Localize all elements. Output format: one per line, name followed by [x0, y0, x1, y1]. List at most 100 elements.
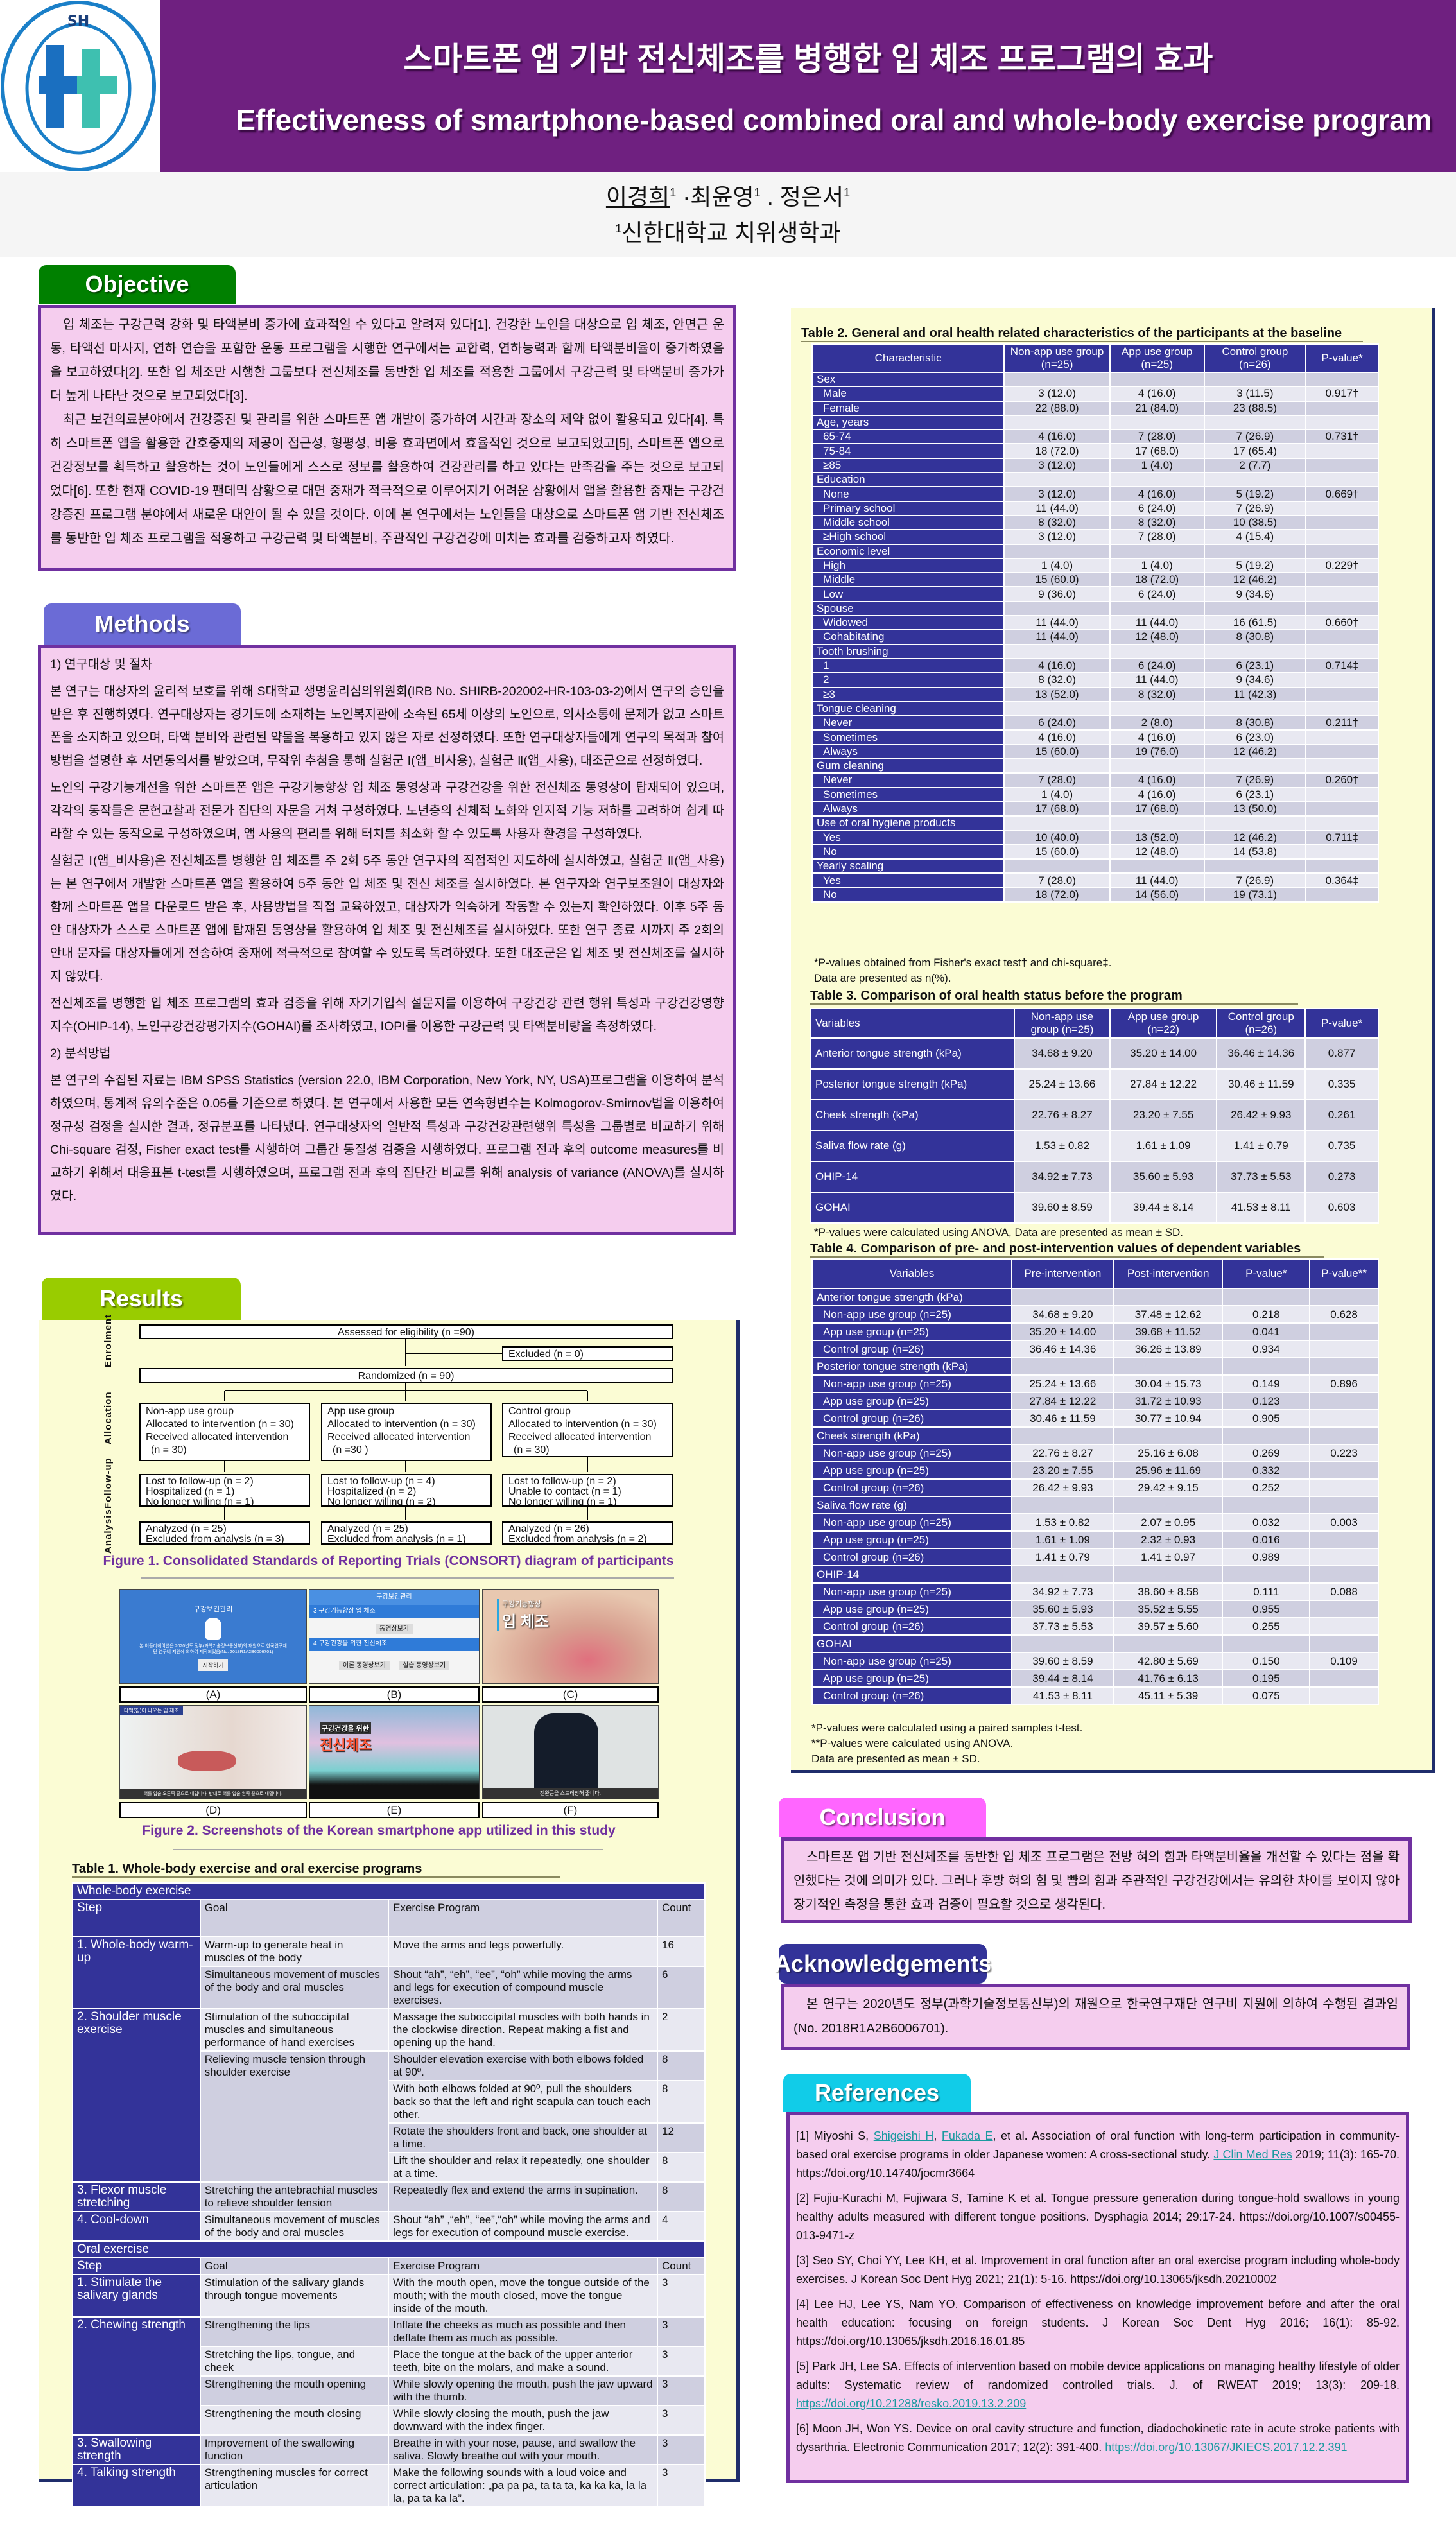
- table-cell: [1305, 543, 1379, 559]
- row-label: Cheek strength (kPa): [811, 1426, 1013, 1445]
- table-cell: 13 (50.0): [1203, 801, 1307, 817]
- table-row: 1. Whole-body warm-up Warm-up to generate…: [72, 1936, 706, 2009]
- table-cell: [1309, 1600, 1379, 1618]
- table-cell: 8 (32.0): [1003, 672, 1111, 688]
- category-row: Yearly scaling: [811, 858, 1379, 874]
- watch-video-button[interactable]: 동영상보기: [376, 1624, 413, 1634]
- program-cell: Rotate the shoulders front and back, one…: [388, 2122, 659, 2153]
- row-label: Saliva flow rate (g): [811, 1496, 1013, 1514]
- table-cell: 0.229†: [1305, 557, 1379, 574]
- table-cell: 1 (4.0): [1109, 557, 1205, 574]
- table-cell: [1203, 815, 1307, 831]
- table-cell: [1305, 643, 1379, 659]
- video-subtitle: 전완근을 스트레칭해 줍니다.: [483, 1788, 658, 1799]
- menu-number: 4: [313, 1640, 317, 1647]
- table-cell: 0.261: [1304, 1099, 1379, 1131]
- row-label: Yes: [811, 872, 1005, 888]
- table-cell: 8 (32.0): [1003, 514, 1111, 531]
- reference-link[interactable]: https://doi.org/10.21288/resko.2019.13.2…: [796, 2397, 1027, 2410]
- table-cell: [1309, 1565, 1379, 1584]
- table-row: Saliva flow rate (g) 1.53 ± 0.82 1.61 ± 1.…: [810, 1130, 1379, 1162]
- table-row: Always 15 (60.0) 19 (76.0) 12 (46.2): [811, 743, 1379, 760]
- table-row: Middle school 8 (32.0) 8 (32.0) 10 (38.5): [811, 514, 1379, 531]
- consort-line: (n = 30): [151, 1444, 187, 1455]
- column-header: Pre-intervention: [1011, 1258, 1114, 1289]
- consort-line: (n = 30): [514, 1444, 550, 1455]
- row-label: Sometimes: [811, 786, 1005, 802]
- table-cell: 1.61 ± 1.09: [1011, 1530, 1114, 1549]
- table-cell: 35.60 ± 5.93: [1109, 1161, 1218, 1193]
- table-cell: 0.123: [1222, 1392, 1311, 1410]
- table-cell: [1203, 600, 1307, 617]
- reference-item: [5] Park JH, Lee SA. Effects of interven…: [796, 2357, 1400, 2413]
- table-cell: 0.041: [1222, 1322, 1311, 1341]
- table-cell: 12 (46.2): [1203, 572, 1307, 588]
- goal-cell: Strengthening the mouth closing: [199, 2405, 390, 2436]
- table-row: Primary school 11 (44.0) 6 (24.0) 7 (26.9): [811, 500, 1379, 516]
- table-cell: 0.905: [1222, 1409, 1311, 1428]
- table-cell: [1011, 1288, 1114, 1306]
- footnote: Data are presented as n(%).: [814, 972, 951, 984]
- practice-video-button[interactable]: 실습 동영상보기: [399, 1661, 450, 1670]
- table-cell: [1305, 887, 1379, 903]
- reference-link[interactable]: Fukada E: [941, 2129, 993, 2142]
- table-row: Strengthening the mouth opening While slo…: [73, 2375, 706, 2406]
- table-row: Non-app use group (n=25) 39.60 ± 8.59 42.8…: [811, 1652, 1379, 1670]
- table-cell: [1109, 858, 1205, 874]
- table-cell: [1011, 1496, 1114, 1514]
- screenshot-e: 구강건강을 위한 전신체조: [309, 1705, 480, 1799]
- consort-line: Analyzed (n = 25): [327, 1523, 408, 1534]
- reference-text: 2019; 11(3): 165-70. https://doi.org/10.…: [796, 2148, 1400, 2180]
- screenshot-label: (C): [482, 1686, 659, 1703]
- row-label: None: [811, 486, 1005, 502]
- consort-connectors: [224, 1339, 588, 1520]
- table-cell: 37.48 ± 12.62: [1113, 1305, 1224, 1324]
- table-cell: [1003, 414, 1111, 431]
- table-row: Lift the shoulder and relax it repeatedl…: [73, 2152, 706, 2183]
- table-cell: 6 (23.1): [1203, 657, 1307, 674]
- table-cell: [1109, 758, 1205, 774]
- table-cell: [1222, 1288, 1311, 1306]
- reference-item: [1] Miyoshi S, Shigeishi H, Fukada E, et…: [796, 2127, 1400, 2183]
- row-label: Female: [811, 400, 1005, 416]
- methods-heading: Methods: [44, 603, 241, 645]
- funding-note: 본 어플리케이션은 2020년도 정부(과학기술정보통신부)의 재원으로 한국연…: [139, 1644, 287, 1654]
- consort-line: Received allocated intervention: [146, 1432, 289, 1443]
- goal-cell: Improvement of the swallowing function: [199, 2434, 390, 2465]
- table-cell: [1305, 514, 1379, 531]
- program-cell: Place the tongue at the back of the uppe…: [388, 2346, 659, 2377]
- program-cell: With both elbows folded at 90º, pull the…: [388, 2080, 659, 2124]
- table-cell: 1.53 ± 0.82: [1011, 1513, 1114, 1532]
- row-label: Never: [811, 772, 1005, 788]
- row-label: ≥3: [811, 686, 1005, 702]
- category-row: GOHAI: [811, 1634, 1379, 1653]
- theory-video-button[interactable]: 이론 동영상보기: [338, 1661, 390, 1670]
- program-cell: With the mouth open, move the tongue out…: [388, 2274, 659, 2318]
- reference-link[interactable]: J Clin Med Res: [1213, 2148, 1292, 2161]
- table-cell: 0.255: [1222, 1617, 1311, 1636]
- table-cell: 39.60 ± 8.59: [1011, 1652, 1114, 1670]
- table-row: ≥85 3 (12.0) 1 (4.0) 2 (7.7): [811, 457, 1379, 474]
- table-cell: [1309, 1669, 1379, 1688]
- table-cell: [1003, 371, 1111, 388]
- reference-link[interactable]: https://doi.org/10.13067/JKIECS.2017.12.…: [1105, 2441, 1348, 2454]
- count-cell: 3: [657, 2316, 706, 2347]
- table-cell: 0.877: [1304, 1037, 1379, 1070]
- table-row: Control group (n=26) 26.42 ± 9.93 29.42 ± …: [811, 1478, 1379, 1497]
- category-row: Gum cleaning: [811, 758, 1379, 774]
- category-row: Spouse: [811, 600, 1379, 617]
- table-row: Rotate the shoulders front and back, one…: [73, 2122, 706, 2153]
- references-box: [1] Miyoshi S, Shigeishi H, Fukada E, et…: [786, 2112, 1409, 2483]
- reference-link[interactable]: Shigeishi H: [873, 2129, 934, 2142]
- menu-item-oral-exercise[interactable]: 구강기능향상 입 체조: [318, 1608, 376, 1615]
- table-cell: 11 (44.0): [1003, 615, 1111, 631]
- column-header: Step: [72, 1899, 201, 1937]
- row-label: Widowed: [811, 615, 1005, 631]
- video-tag: 타액(침)이 나오는 입 체조: [120, 1706, 183, 1715]
- table-row: GOHAI 39.60 ± 8.59 39.44 ± 8.14 41.53 ± 8.1…: [810, 1192, 1379, 1224]
- allocation-box: Control group Allocated to intervention (…: [502, 1403, 673, 1457]
- menu-item-whole-body[interactable]: 구강건강을 위한 전신체조: [318, 1640, 388, 1647]
- row-label: Economic level: [811, 543, 1005, 559]
- consort-line: No longer willing (n = 1): [508, 1496, 617, 1507]
- column-header: Goal: [199, 2257, 390, 2275]
